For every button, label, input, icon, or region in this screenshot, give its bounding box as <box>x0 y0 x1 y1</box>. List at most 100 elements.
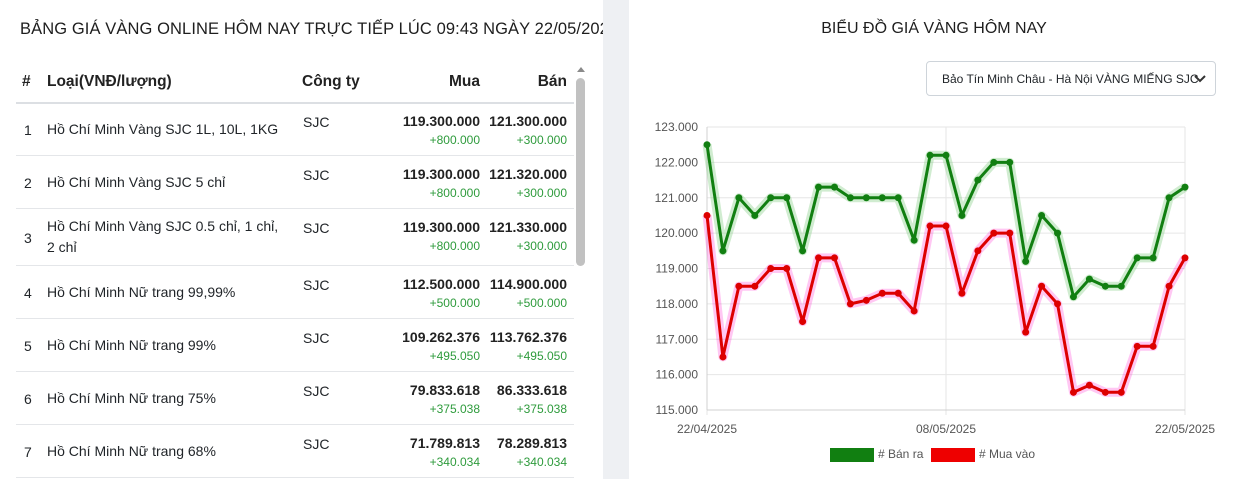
data-point-buy <box>830 254 838 262</box>
data-point-sell <box>942 151 950 159</box>
row-type: Hồ Chí Minh Nữ trang 68% <box>47 443 216 459</box>
table-row: 4 Hồ Chí Minh Nữ trang 99,99% SJC 112.50… <box>16 266 574 319</box>
data-point-sell <box>830 183 838 191</box>
buy-cell: 119.300.000 +800.000 <box>360 113 480 147</box>
buy-cell: 79.833.618 +375.038 <box>360 382 480 416</box>
data-point-buy <box>1022 328 1030 336</box>
data-point-sell <box>1022 257 1030 265</box>
sell-price: 86.333.618 <box>496 382 567 398</box>
sell-price: 121.330.000 <box>489 219 567 235</box>
scrollbar-thumb[interactable] <box>576 78 585 266</box>
row-company: SJC <box>303 114 330 130</box>
x-tick-label: 22/05/2025 <box>1155 422 1215 436</box>
data-point-sell <box>1101 282 1109 290</box>
sell-change: +495.050 <box>516 349 567 363</box>
data-point-buy <box>719 353 727 361</box>
y-tick-label: 118.000 <box>656 297 699 311</box>
y-tick-label: 119.000 <box>656 262 699 276</box>
data-point-sell <box>878 194 886 202</box>
sell-cell: 86.333.618 +375.038 <box>467 382 567 416</box>
data-point-sell <box>1069 293 1077 301</box>
sell-change: +340.034 <box>516 455 567 469</box>
table-row: 3 Hồ Chí Minh Vàng SJC 0.5 chỉ, 1 chỉ, 2… <box>16 209 574 266</box>
table-row: 6 Hồ Chí Minh Nữ trang 75% SJC 79.833.61… <box>16 372 574 425</box>
row-type: Hồ Chí Minh Vàng SJC 1L, 10L, 1KG <box>47 121 279 137</box>
sell-change: +300.000 <box>516 133 567 147</box>
data-point-sell <box>799 247 807 255</box>
sell-change: +375.038 <box>516 402 567 416</box>
price-line-chart: 115.000 116.000 117.000 118.000 119.000 120.0… <box>655 120 1216 436</box>
y-tick-label: 123.000 <box>655 120 699 134</box>
row-type: Hồ Chí Minh Vàng SJC 5 chỉ <box>47 174 226 190</box>
data-point-buy <box>735 282 743 290</box>
buy-cell: 109.262.376 +495.050 <box>360 329 480 363</box>
table-title: BẢNG GIÁ VÀNG ONLINE HÔM NAY TRỰC TIẾP L… <box>20 20 603 38</box>
buy-price: 109.262.376 <box>402 329 480 345</box>
sell-price: 113.762.376 <box>489 329 567 345</box>
data-point-buy <box>942 222 950 230</box>
buy-change: +495.050 <box>429 349 480 363</box>
legend-swatch-sell <box>830 448 874 462</box>
data-point-sell <box>926 151 934 159</box>
y-tick-label: 122.000 <box>655 155 699 169</box>
data-point-buy <box>1085 381 1093 389</box>
data-point-sell <box>767 194 775 202</box>
table-header: # Loại(VNĐ/lượng) Công ty Mua Bán <box>16 61 574 104</box>
data-point-buy <box>926 222 934 230</box>
legend-label-sell: # Bán ra <box>878 447 924 461</box>
sell-change: +300.000 <box>516 239 567 253</box>
scroll-up-arrow-icon[interactable] <box>577 67 585 72</box>
buy-change: +375.038 <box>429 402 480 416</box>
buy-change: +800.000 <box>429 186 480 200</box>
y-tick-label: 116.000 <box>656 368 699 382</box>
sell-price: 121.320.000 <box>489 166 567 182</box>
data-point-buy <box>703 211 711 219</box>
chart-title: BIỂU ĐỒ GIÁ VÀNG HÔM NAY <box>821 20 1047 37</box>
y-tick-label: 117.000 <box>656 332 699 346</box>
data-point-sell <box>703 141 711 149</box>
data-point-buy <box>1101 388 1109 396</box>
data-point-sell <box>862 194 870 202</box>
data-point-sell <box>1054 229 1062 237</box>
table-row: 7 Hồ Chí Minh Nữ trang 68% SJC 71.789.81… <box>16 425 574 478</box>
data-point-buy <box>862 296 870 304</box>
store-select[interactable]: Bảo Tín Minh Châu - Hà Nội VÀNG MIẾNG SJ… <box>926 61 1216 96</box>
data-point-sell <box>990 158 998 166</box>
store-select-value: Bảo Tín Minh Châu - Hà Nội VÀNG MIẾNG SJ… <box>942 72 1199 86</box>
row-company: SJC <box>303 167 330 183</box>
data-point-sell <box>1181 183 1189 191</box>
buy-cell: 119.300.000 +800.000 <box>360 219 480 253</box>
data-point-sell <box>1006 158 1014 166</box>
sell-price: 114.900.000 <box>489 276 567 292</box>
data-point-buy <box>783 265 791 272</box>
row-num: 4 <box>24 285 32 301</box>
row-num: 1 <box>24 122 32 138</box>
table-row: 1 Hồ Chí Minh Vàng SJC 1L, 10L, 1KG SJC … <box>16 103 574 156</box>
data-point-buy <box>990 229 998 237</box>
table-row: 2 Hồ Chí Minh Vàng SJC 5 chỉ SJC 119.300… <box>16 156 574 209</box>
row-type: Hồ Chí Minh Nữ trang 99% <box>47 337 216 353</box>
buy-price: 119.300.000 <box>402 219 480 235</box>
data-point-buy <box>1149 342 1157 350</box>
sell-cell: 113.762.376 +495.050 <box>467 329 567 363</box>
data-point-buy <box>894 289 902 297</box>
row-num: 5 <box>24 338 32 354</box>
y-tick-label: 115.000 <box>656 403 699 417</box>
header-num: # <box>22 73 31 90</box>
buy-change: +500.000 <box>429 296 480 310</box>
data-point-buy <box>1006 229 1014 237</box>
data-point-buy <box>910 307 918 315</box>
header-sell: Bán <box>537 73 567 90</box>
data-point-sell <box>846 194 854 202</box>
sell-price: 121.300.000 <box>489 113 567 129</box>
buy-change: +800.000 <box>429 239 480 253</box>
sell-cell: 78.289.813 +340.034 <box>467 435 567 469</box>
data-point-sell <box>1117 282 1125 290</box>
data-point-buy <box>799 318 807 326</box>
buy-cell: 71.789.813 +340.034 <box>360 435 480 469</box>
buy-price: 119.300.000 <box>402 166 480 182</box>
sell-cell: 121.330.000 +300.000 <box>467 219 567 253</box>
data-point-sell <box>1165 194 1173 202</box>
sell-cell: 114.900.000 +500.000 <box>467 276 567 310</box>
row-company: SJC <box>303 220 330 236</box>
